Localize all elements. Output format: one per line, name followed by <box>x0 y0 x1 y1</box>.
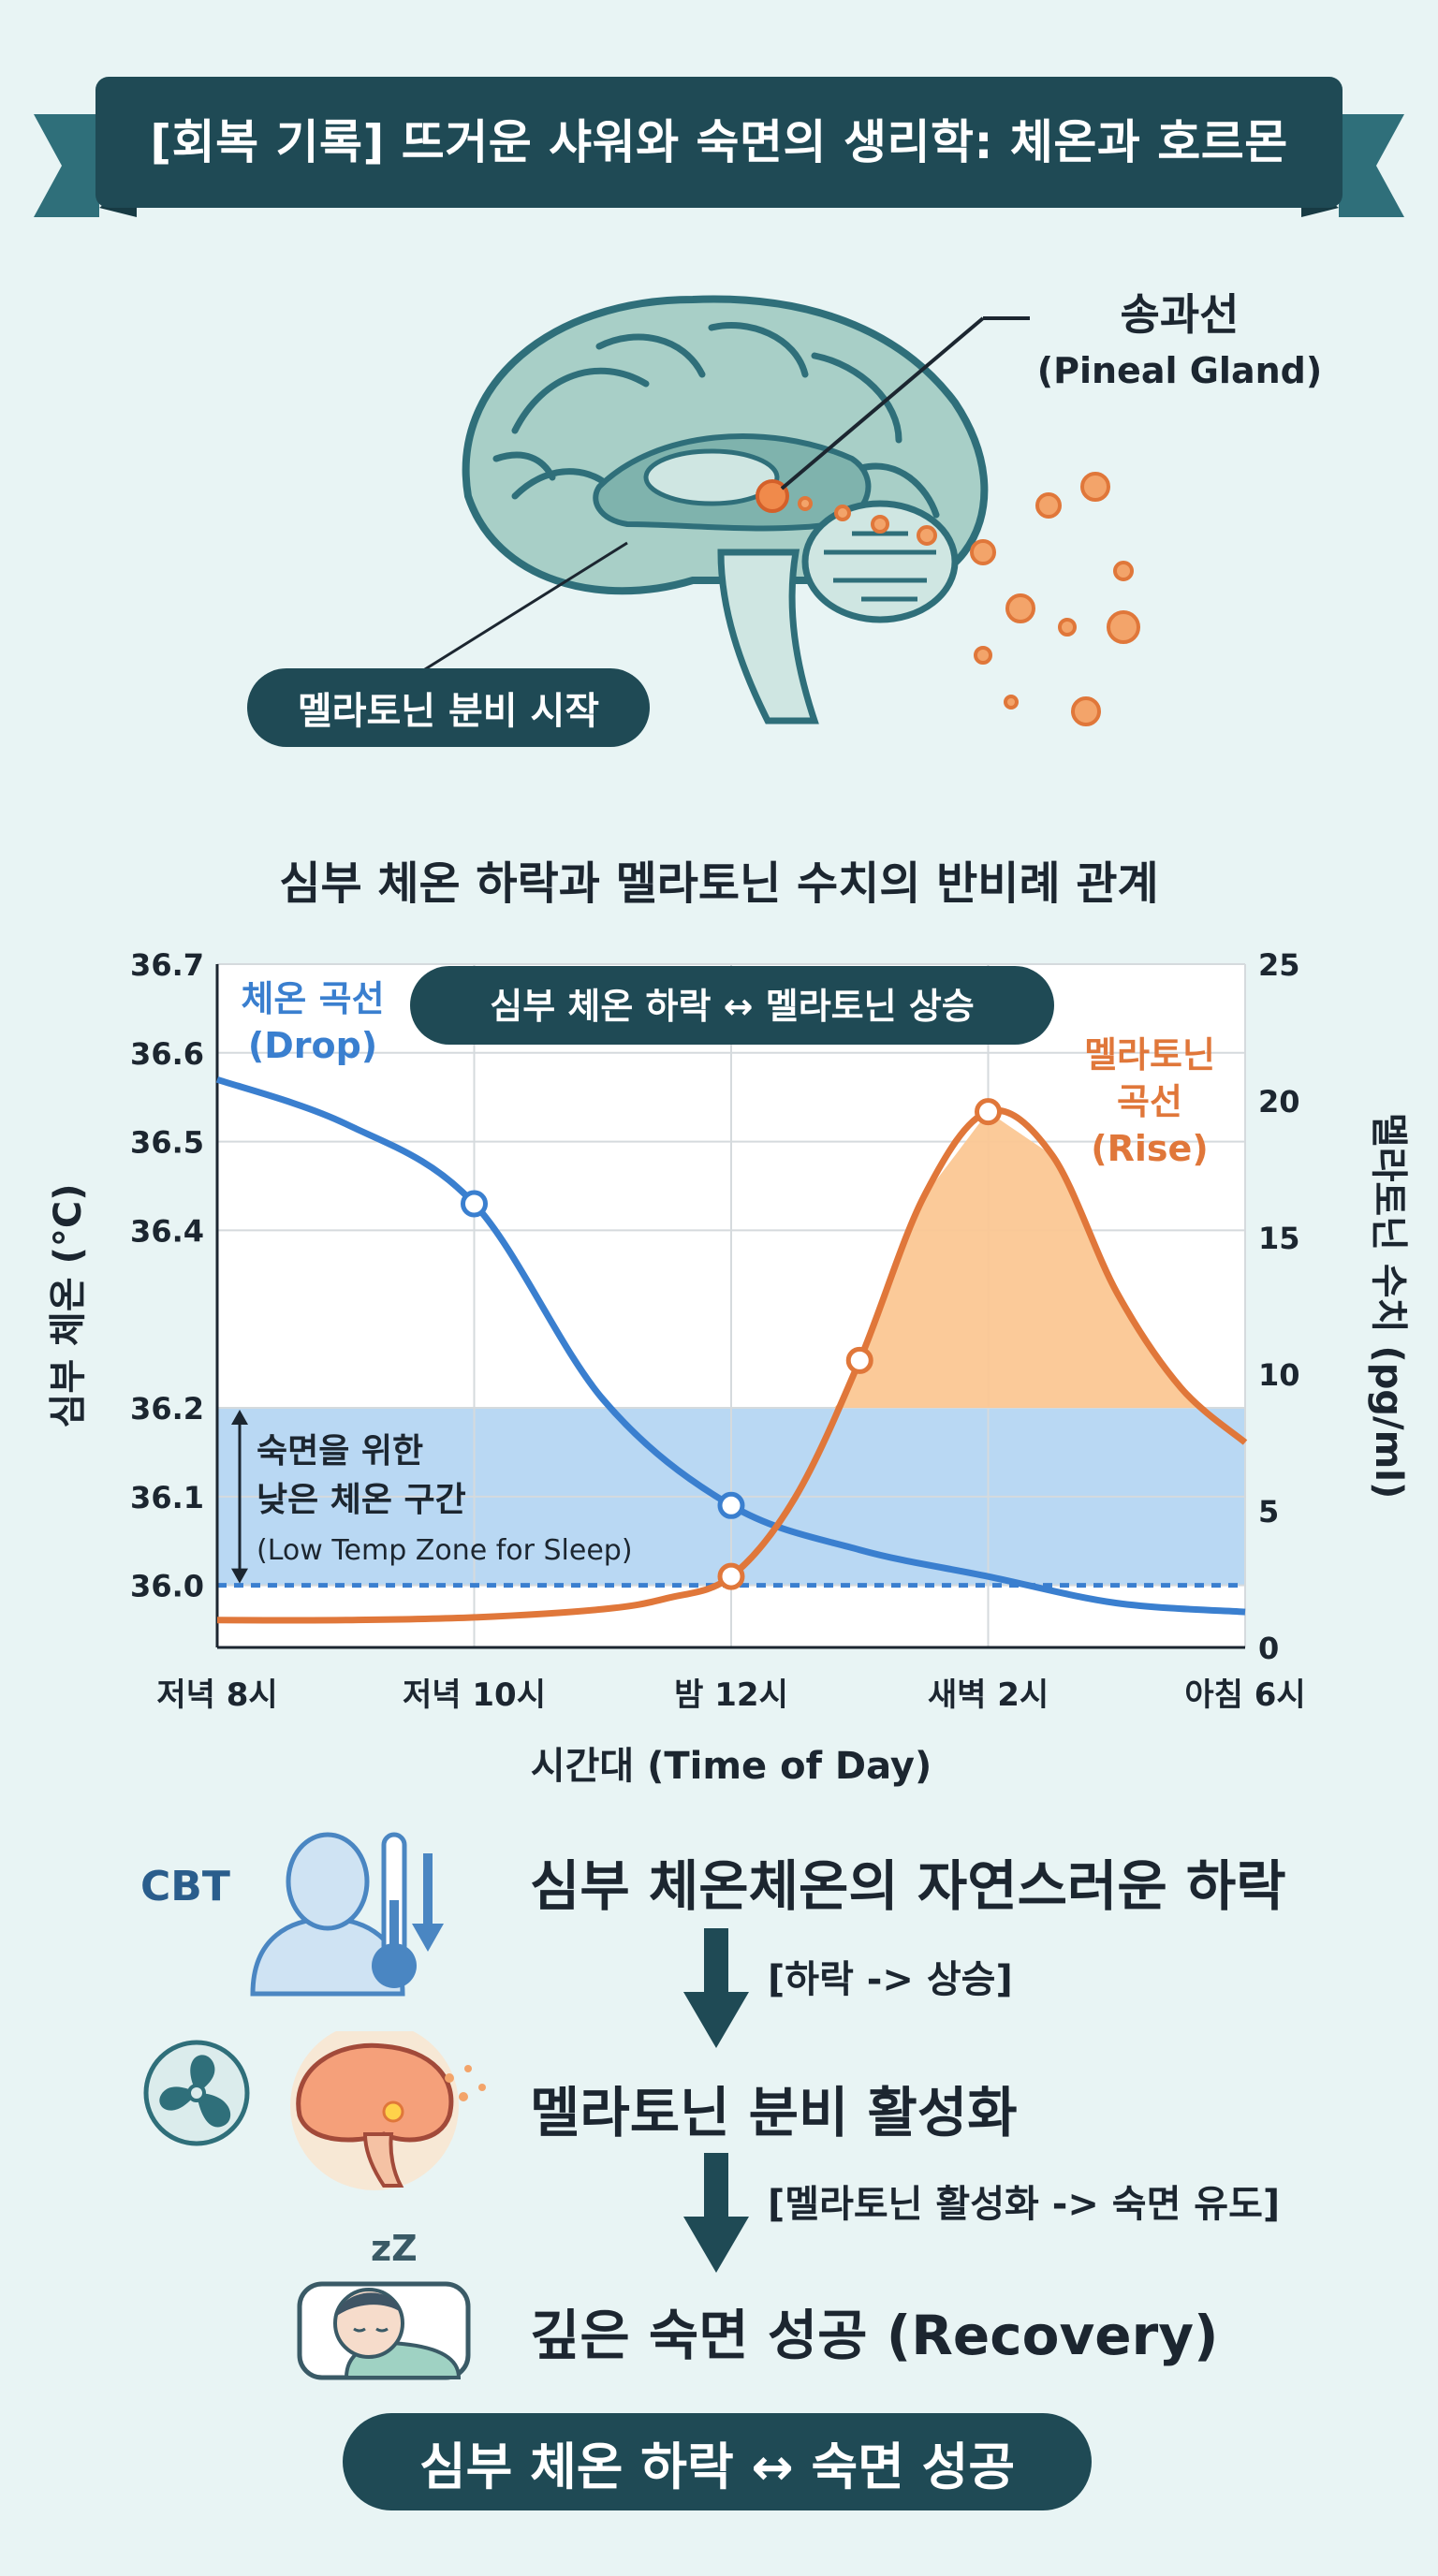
y-tick-label-left: 36.1 <box>130 1480 204 1515</box>
pineal-leader-line <box>780 316 985 490</box>
arrow-down-icon <box>683 1928 749 2048</box>
brainstem <box>717 549 819 724</box>
temperature-point <box>717 1491 745 1519</box>
banner-title: [회복 기록] 뜨거운 샤워와 숙면의 생리학: 체온과 호르몬 <box>150 115 1288 169</box>
summary-label: 심부 체온 하락 ↔ 숙면 성공 <box>418 2437 1016 2496</box>
melatonin-area-fill <box>795 1111 1245 1409</box>
melatonin-series-tag: (Rise) <box>1091 1128 1208 1169</box>
y-tick-label-left: 36.0 <box>130 1569 204 1604</box>
temperature-series-label: 체온 곡선 <box>241 978 384 1019</box>
secretion-start-badge: 멜라토닌 분비 시작 <box>247 668 650 747</box>
x-tick-label: 저녁 10시 <box>403 1676 546 1714</box>
x-tick-label: 저녁 8시 <box>156 1676 277 1714</box>
y-tick-label-right: 10 <box>1258 1357 1300 1393</box>
flow-step-1: 심부 체온체온의 자연스러운 하락 <box>530 1854 1286 1918</box>
y-tick-label-right: 0 <box>1258 1631 1279 1666</box>
melatonin-particles <box>798 472 1140 726</box>
chart-title: 심부 체온 하락과 멜라토닌 수치의 반비례 관계 <box>279 857 1159 910</box>
pineal-label-en: (Pineal Gland) <box>1036 350 1323 391</box>
flow-step-2: 멜라토닌 분비 활성화 <box>530 2081 1018 2144</box>
y-tick-label-right: 15 <box>1258 1221 1300 1256</box>
brain-illustration <box>412 295 1140 726</box>
y-tick-label-left: 36.4 <box>130 1213 204 1249</box>
y-axis-label-left: 심부 체온 (°C) <box>47 1184 90 1428</box>
banner-ribbon <box>34 77 1404 217</box>
y-tick-label-left: 36.7 <box>130 947 204 983</box>
sleeping-person-icon <box>297 2281 471 2380</box>
y-axis-label-right: 멜라토닌 수치 (pg/ml) <box>1367 1113 1410 1499</box>
y-tick-label-right: 25 <box>1258 947 1300 983</box>
flow-note-2: [멜라토닌 활성화 -> 숙면 유도] <box>768 2183 1281 2226</box>
chart-banner-label: 심부 체온 하락 ↔ 멜라토닌 상승 <box>490 986 975 1027</box>
melatonin-series-label-line1: 멜라토닌 <box>1084 1034 1215 1076</box>
y-tick-label-left: 36.5 <box>130 1125 204 1161</box>
glowing-brain-icon <box>290 2031 486 2190</box>
flow-note-1: [하락 -> 상승] <box>768 1958 1013 2001</box>
low-temp-zone-label-2: 낮은 체온 구간 <box>257 1481 466 1519</box>
x-tick-label: 새벽 2시 <box>928 1676 1049 1714</box>
low-temp-zone-label-3: (Low Temp Zone for Sleep) <box>257 1534 633 1567</box>
y-tick-label-right: 20 <box>1258 1084 1300 1120</box>
pineal-gland <box>756 479 789 513</box>
zone-arrow-head-top <box>231 1410 248 1426</box>
melatonin-point <box>717 1562 745 1590</box>
zone-arrow-head-bottom <box>231 1568 248 1584</box>
pineal-label-ko: 송과선 <box>1120 289 1240 340</box>
pineal-gland-label: 송과선 (Pineal Gland) <box>1011 286 1348 399</box>
melatonin-point <box>975 1098 1002 1126</box>
melatonin-line <box>216 1106 1248 1624</box>
x-tick-label: 밤 12시 <box>674 1676 788 1714</box>
thermometer-person-icon <box>250 1832 444 1997</box>
melatonin-point <box>845 1346 873 1374</box>
temperature-point <box>461 1190 488 1218</box>
x-axis-label: 시간대 (Time of Day) <box>531 1745 932 1788</box>
y-tick-label-left: 36.2 <box>130 1391 204 1427</box>
chart: 36.0 36.1 36.2 36.4 36.5 36.6 36.7 0 5 10 15 20 25 저녁… <box>47 947 1410 1788</box>
y-tick-label-right: 5 <box>1258 1494 1279 1530</box>
y-tick-label-left: 36.6 <box>130 1036 204 1072</box>
secretion-leader-line <box>412 541 628 680</box>
cbt-label: CBT <box>140 1863 230 1910</box>
fan-icon <box>143 2040 250 2146</box>
arrow-down-icon <box>683 2153 749 2273</box>
chart-banner-pill <box>410 966 1054 1045</box>
secretion-start-label: 멜라토닌 분비 시작 <box>297 690 600 733</box>
x-tick-label: 아침 6시 <box>1184 1676 1305 1714</box>
temperature-line <box>215 1076 1246 1616</box>
low-temp-zone-label-1: 숙면을 위한 <box>257 1432 423 1471</box>
temperature-series-tag: (Drop) <box>248 1025 377 1066</box>
sleep-z-label: zZ <box>371 2228 418 2269</box>
title-banner: [회복 기록] 뜨거운 샤워와 숙면의 생리학: 체온과 호르몬 <box>34 67 1404 236</box>
melatonin-series-label-line2: 곡선 <box>1117 1081 1182 1122</box>
summary-badge: 심부 체온 하락 ↔ 숙면 성공 <box>343 2413 1092 2510</box>
flow-step-3: 깊은 숙면 성공 (Recovery) <box>530 2304 1219 2367</box>
